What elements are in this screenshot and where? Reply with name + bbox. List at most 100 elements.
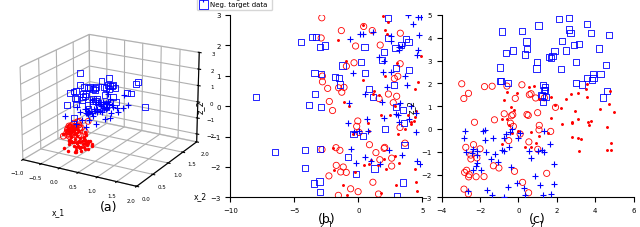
Point: [360, 93, 370, 96]
Point: [399, 128, 410, 131]
Point: [573, 91, 584, 95]
Point: [387, 157, 397, 160]
Point: [557, 40, 567, 44]
Point: [556, 122, 566, 126]
Point: [412, 159, 422, 163]
Point: [358, 79, 368, 82]
Point: [545, 142, 556, 146]
Point: [467, 168, 477, 172]
Point: [459, 188, 469, 191]
Point: [362, 117, 372, 121]
X-axis label: z_1: z_1: [531, 219, 545, 227]
Point: [350, 170, 360, 174]
Point: [472, 162, 482, 165]
Point: [355, 33, 365, 37]
Point: [461, 151, 472, 155]
Point: [540, 89, 550, 92]
Point: [476, 169, 486, 173]
Point: [540, 86, 550, 89]
Point: [507, 128, 517, 131]
Point: [415, 163, 426, 166]
Point: [549, 50, 559, 54]
Point: [324, 100, 335, 104]
Point: [406, 123, 416, 126]
Point: [379, 117, 389, 121]
Point: [522, 113, 532, 117]
Point: [360, 72, 370, 75]
Point: [520, 53, 531, 57]
Point: [532, 148, 543, 151]
Point: [530, 175, 540, 178]
Point: [508, 113, 518, 117]
Point: [524, 86, 534, 90]
Point: [351, 172, 362, 176]
Point: [595, 73, 605, 76]
Point: [404, 69, 414, 73]
Point: [324, 174, 334, 178]
Point: [471, 175, 481, 179]
Point: [567, 121, 577, 124]
Point: [371, 151, 381, 155]
Point: [344, 38, 355, 41]
Point: [337, 91, 347, 95]
Point: [378, 70, 388, 74]
Point: [540, 130, 550, 133]
Point: [580, 88, 591, 91]
Point: [532, 61, 542, 64]
Point: [513, 129, 523, 133]
Point: [367, 30, 378, 33]
Point: [311, 36, 321, 40]
Point: [368, 93, 378, 97]
Point: [536, 94, 547, 97]
Point: [499, 136, 509, 140]
Point: [602, 90, 612, 93]
Point: [348, 72, 358, 76]
Point: [399, 143, 410, 147]
Point: [358, 24, 368, 27]
Point: [307, 36, 317, 39]
Point: [490, 118, 500, 122]
Point: [513, 137, 523, 140]
Point: [364, 143, 374, 147]
Point: [341, 193, 351, 197]
Point: [390, 155, 400, 158]
Point: [367, 96, 378, 99]
Point: [506, 165, 516, 169]
Point: [351, 125, 362, 129]
Point: [333, 194, 344, 197]
Point: [566, 93, 576, 96]
Point: [533, 25, 543, 28]
Legend: Pos. source data, Neg. source data, Pos. target data, Neg. target data: Pos. source data, Neg. source data, Pos.…: [196, 0, 272, 11]
Point: [606, 141, 616, 145]
Point: [461, 169, 472, 172]
Point: [351, 45, 361, 49]
Point: [466, 158, 476, 161]
Point: [547, 55, 557, 59]
Point: [571, 81, 581, 85]
Title: (a): (a): [100, 200, 118, 213]
Point: [548, 182, 559, 185]
Point: [379, 51, 389, 54]
Point: [534, 98, 544, 101]
Point: [534, 124, 545, 128]
Point: [380, 128, 390, 132]
Point: [379, 147, 389, 151]
Title: (c): (c): [529, 212, 546, 225]
Point: [525, 146, 536, 150]
Point: [333, 87, 344, 90]
Point: [383, 21, 393, 25]
Point: [378, 15, 388, 18]
Point: [526, 92, 536, 96]
Point: [460, 129, 470, 133]
Point: [355, 129, 365, 133]
Point: [385, 114, 396, 117]
Point: [366, 160, 376, 163]
Point: [475, 147, 485, 151]
Point: [604, 103, 614, 107]
Point: [395, 126, 405, 130]
Point: [546, 96, 556, 100]
Point: [497, 30, 508, 34]
Point: [561, 97, 572, 101]
Point: [504, 139, 514, 143]
Point: [532, 111, 543, 115]
